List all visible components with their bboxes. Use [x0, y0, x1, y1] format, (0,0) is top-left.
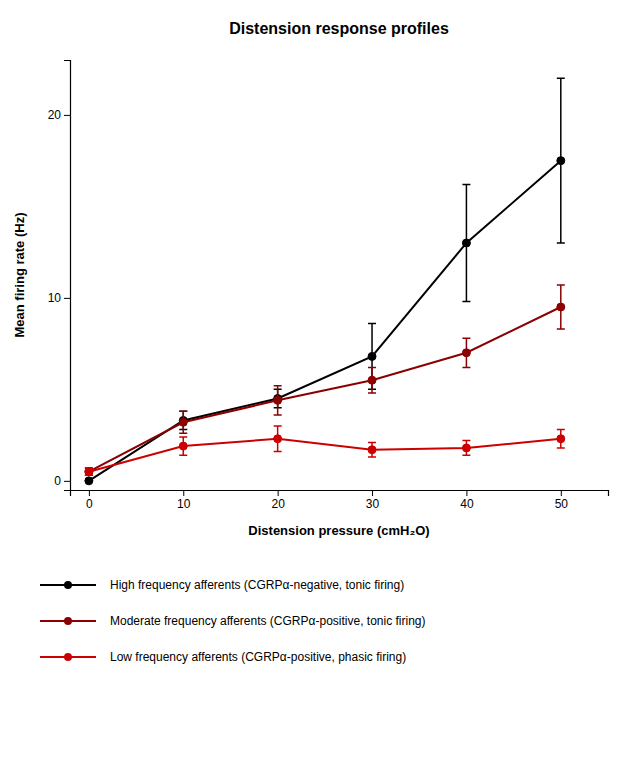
point — [557, 303, 565, 311]
error-bar — [462, 338, 470, 367]
error-bar — [85, 468, 93, 475]
point — [179, 442, 187, 450]
series — [85, 426, 565, 476]
point — [368, 352, 376, 360]
series — [85, 78, 565, 485]
y-axis: 0 10 20 — [48, 61, 71, 491]
tick: 20 — [271, 490, 285, 511]
tick-label: 0 — [54, 474, 61, 488]
series-line — [89, 307, 561, 472]
plot-marks — [85, 78, 565, 485]
point — [462, 239, 470, 247]
legend: High frequency afferents (CGRPα-negative… — [40, 578, 426, 664]
point — [274, 396, 282, 404]
tick-label: 30 — [366, 497, 380, 511]
point — [85, 477, 93, 485]
x-axis-line — [71, 491, 609, 497]
series-line — [89, 439, 561, 472]
error-bar — [557, 78, 565, 243]
series-line — [89, 161, 561, 481]
error-bar — [368, 367, 376, 393]
tick-label: 10 — [177, 497, 191, 511]
error-bar — [179, 437, 187, 455]
tick: 10 — [48, 291, 70, 305]
point — [85, 468, 93, 476]
legend-item: Moderate frequency afferents (CGRPα-posi… — [40, 614, 426, 628]
x-axis-title: Distension pressure (cmH₂O) — [248, 523, 429, 538]
error-bar — [274, 426, 282, 452]
tick-label: 40 — [460, 497, 474, 511]
tick: 0 — [86, 490, 93, 511]
series — [85, 285, 565, 476]
x-axis: 0 10 20 30 40 50 — [71, 490, 609, 511]
error-bar — [462, 441, 470, 456]
point — [368, 376, 376, 384]
tick-mark — [183, 490, 184, 496]
point — [557, 157, 565, 165]
point — [462, 444, 470, 452]
tick: 0 — [54, 474, 70, 488]
legend-marker — [64, 653, 72, 661]
tick-mark — [64, 298, 70, 299]
tick-mark — [89, 490, 90, 496]
tick-label: 20 — [271, 497, 285, 511]
error-bar — [179, 411, 187, 433]
legend-marker — [64, 581, 72, 589]
tick: 10 — [177, 490, 191, 511]
error-bar — [557, 430, 565, 448]
tick: 40 — [460, 490, 474, 511]
tick-mark — [278, 490, 279, 496]
tick-label: 10 — [48, 291, 62, 305]
legend-item: Low frequency afferents (CGRPα-positive,… — [40, 650, 406, 664]
error-bar — [368, 442, 376, 457]
error-bar — [85, 468, 93, 475]
point — [557, 435, 565, 443]
tick-mark — [372, 490, 373, 496]
tick: 50 — [555, 490, 569, 511]
point — [85, 468, 93, 476]
point — [179, 418, 187, 426]
legend-label: Low frequency afferents (CGRPα-positive,… — [110, 650, 406, 664]
legend-item: High frequency afferents (CGRPα-negative… — [40, 578, 404, 592]
tick-mark — [466, 490, 467, 496]
tick-label: 50 — [555, 497, 569, 511]
point — [274, 435, 282, 443]
legend-label: Moderate frequency afferents (CGRPα-posi… — [110, 614, 426, 628]
y-axis-title: Mean firing rate (Hz) — [12, 213, 27, 338]
title: Distension response profiles — [229, 20, 449, 37]
tick-mark — [64, 115, 70, 116]
error-bar — [557, 285, 565, 329]
y-axis-line — [64, 61, 71, 491]
legend-label: High frequency afferents (CGRPα-negative… — [110, 578, 404, 592]
point — [462, 349, 470, 357]
error-bar — [368, 323, 376, 389]
error-bar — [462, 184, 470, 301]
tick: 30 — [366, 490, 380, 511]
tick: 20 — [48, 108, 70, 122]
chart: 0 10 20 30 40 50 0 10 20 Distension response prof… — [0, 0, 638, 765]
tick-label: 20 — [48, 108, 62, 122]
tick-label: 0 — [86, 497, 93, 511]
legend-marker — [64, 617, 72, 625]
error-bar — [274, 386, 282, 415]
tick-mark — [64, 481, 70, 482]
tick-mark — [561, 490, 562, 496]
point — [368, 446, 376, 454]
